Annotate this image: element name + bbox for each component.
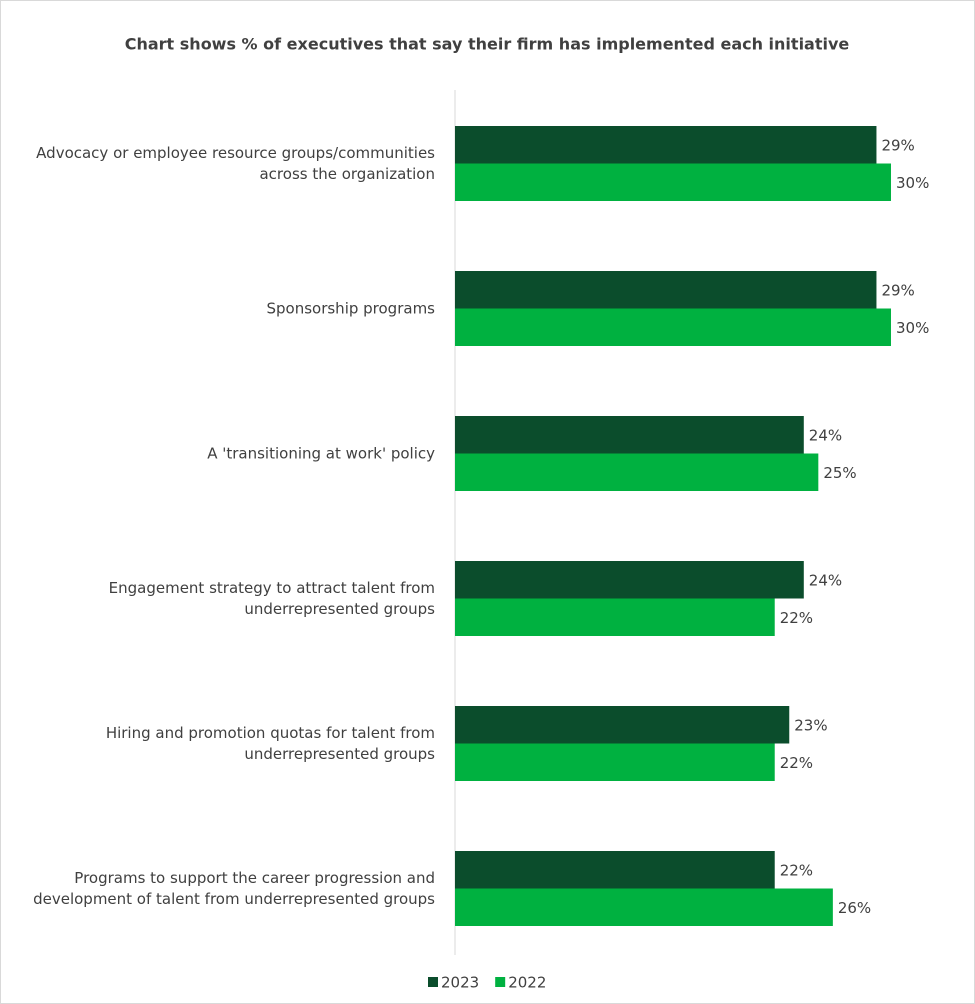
value-label: 29% [881, 136, 914, 154]
value-label: 24% [809, 426, 842, 444]
value-label: 23% [794, 716, 827, 734]
bar [455, 743, 775, 781]
bar [455, 888, 833, 926]
value-label: 22% [780, 609, 813, 627]
bar [455, 851, 775, 889]
value-label: 22% [780, 861, 813, 879]
category-label: Sponsorship programs [266, 299, 435, 317]
legend-swatch [428, 977, 438, 987]
value-label: 30% [896, 319, 929, 337]
bar [455, 416, 804, 454]
legend-label: 2023 [441, 974, 479, 992]
category-label: Engagement strategy to attract talent fr… [109, 579, 436, 618]
chart-title: Chart shows % of executives that say the… [125, 35, 850, 54]
value-label: 22% [780, 754, 813, 772]
bar [455, 126, 877, 164]
category-label: Hiring and promotion quotas for talent f… [106, 724, 435, 763]
category-label: Programs to support the career progressi… [33, 869, 435, 908]
bar [455, 271, 877, 309]
value-label: 25% [823, 464, 856, 482]
bar [455, 598, 775, 636]
bar [455, 163, 891, 201]
category-label: Advocacy or employee resource groups/com… [36, 144, 435, 183]
category-label: A 'transitioning at work' policy [207, 444, 435, 462]
value-label: 24% [809, 571, 842, 589]
bar [455, 561, 804, 599]
value-label: 29% [881, 281, 914, 299]
value-label: 30% [896, 174, 929, 192]
bar [455, 706, 790, 744]
bar [455, 308, 891, 346]
legend-label: 2022 [508, 974, 546, 992]
bar [455, 453, 819, 491]
legend-swatch [495, 977, 506, 987]
value-label: 26% [838, 899, 871, 917]
